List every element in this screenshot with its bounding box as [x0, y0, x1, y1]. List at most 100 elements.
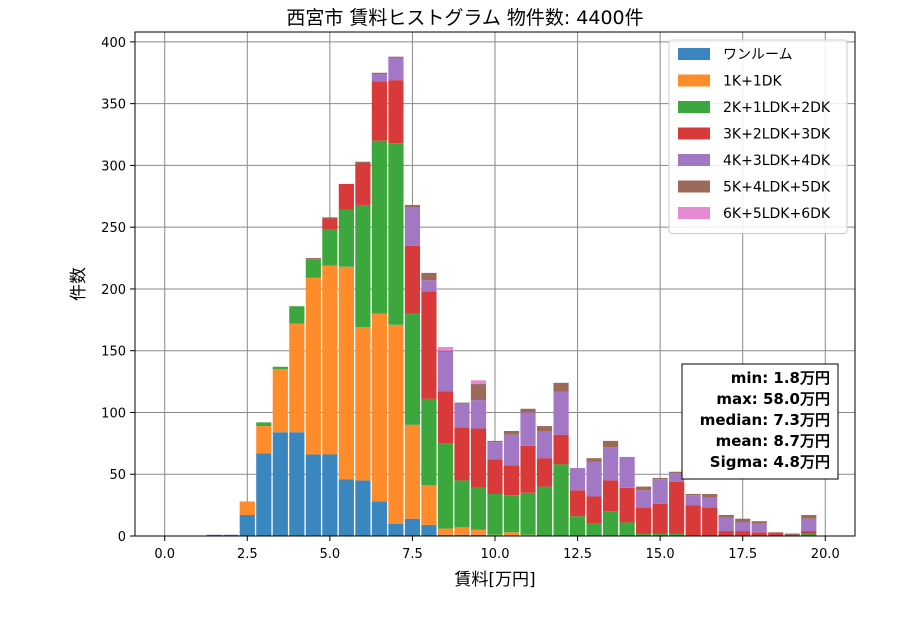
bar-segment — [305, 258, 321, 260]
bar-segment — [553, 391, 569, 435]
bar-segment — [520, 408, 536, 413]
bar-segment — [421, 291, 437, 399]
bar-segment — [322, 229, 338, 266]
bar-segment — [487, 534, 503, 536]
bar-segment — [388, 324, 404, 524]
legend-label: 2K+1LDK+2DK — [723, 100, 831, 116]
bar-segment — [536, 426, 553, 431]
x-tick-label: 17.5 — [728, 547, 757, 562]
bar-segment — [371, 501, 387, 536]
bar-segment — [454, 480, 470, 528]
y-tick-label: 250 — [101, 221, 126, 236]
bar-segment — [454, 534, 470, 536]
bar-segment — [371, 74, 387, 82]
bar-segment — [669, 473, 685, 482]
bar-segment — [669, 533, 685, 536]
bar-segment — [272, 366, 288, 370]
bar-segment — [569, 490, 586, 517]
bar-segment — [256, 453, 272, 536]
bar-segment — [520, 492, 536, 535]
bar-segment — [322, 265, 338, 455]
bar-segment — [652, 479, 668, 504]
bar-segment — [603, 511, 619, 536]
bar-segment — [322, 218, 338, 230]
bar-segment — [636, 486, 652, 491]
bar-segment — [586, 496, 602, 524]
bar-segment — [272, 432, 288, 536]
bar-segment — [586, 458, 602, 462]
bar-segment — [388, 56, 404, 58]
bar-segment — [256, 422, 272, 427]
bar-segment — [685, 494, 701, 496]
bar-segment — [289, 306, 305, 324]
bar-segment — [305, 259, 321, 278]
y-tick-label: 350 — [101, 98, 126, 113]
bar-segment — [338, 479, 354, 536]
bar-segment — [702, 494, 718, 498]
bar-segment — [206, 534, 222, 536]
bar-segment — [437, 534, 454, 536]
legend-swatch — [678, 127, 710, 140]
x-tick-label: 7.5 — [402, 547, 423, 562]
bar-segment — [371, 72, 387, 74]
bar-segment — [801, 533, 817, 536]
legend-swatch — [678, 101, 710, 113]
bar-segment — [751, 523, 767, 533]
x-tick-label: 20.0 — [811, 547, 840, 562]
bar-segment — [569, 468, 586, 491]
bar-segment — [503, 532, 520, 536]
bar-segment — [421, 398, 437, 486]
stats-line: mean: 8.7万円 — [716, 432, 830, 450]
bar-segment — [421, 485, 437, 525]
bar-segment — [487, 442, 503, 460]
bar-segment — [487, 459, 503, 494]
legend-swatch — [678, 180, 710, 193]
grid-lines — [135, 32, 855, 537]
bar-segment — [636, 490, 652, 508]
bar-segment — [603, 447, 619, 481]
bar-segment — [404, 207, 421, 246]
bar-segment — [520, 445, 536, 493]
bar-segment — [388, 523, 404, 536]
chart-title: 西宮市 賃料ヒストグラム 物件数: 4400件 — [286, 7, 643, 29]
x-tick-label: 10.0 — [481, 547, 510, 562]
legend-swatch — [678, 207, 710, 219]
bar-segment — [437, 443, 454, 529]
stats-line: median: 7.3万円 — [700, 411, 830, 429]
bar-segment — [355, 161, 371, 163]
bar-segment — [619, 456, 635, 488]
bar-segment — [569, 516, 586, 536]
bar-segment — [454, 402, 470, 404]
bar-segment — [636, 533, 652, 536]
bar-segment — [553, 434, 569, 465]
stats-frame — [681, 363, 839, 480]
bar-segment — [768, 533, 784, 536]
bar-segment — [586, 523, 602, 536]
bar-segment — [454, 527, 470, 535]
bar-segment — [355, 162, 371, 205]
bar-segment — [388, 57, 404, 81]
bar-segment — [338, 209, 354, 267]
bar-segment — [503, 495, 520, 533]
x-tick-label: 0.0 — [154, 547, 175, 562]
bar-segment — [718, 515, 734, 518]
bar-segment — [421, 272, 437, 281]
y-axis-ticks: 0 50 100 150 200 250 300 350 400 — [101, 36, 135, 545]
bar-segment — [404, 518, 421, 536]
bar-segment — [536, 458, 553, 487]
bar-segment — [470, 400, 487, 429]
bar-segment — [536, 486, 553, 536]
legend-frame — [668, 39, 848, 234]
bar-segment — [619, 487, 635, 523]
bar-segment — [553, 382, 569, 392]
bar-segment — [603, 440, 619, 448]
bar-segment — [421, 524, 437, 536]
bar-segment — [322, 454, 338, 536]
bar-segment — [784, 533, 800, 536]
bar-segment — [586, 461, 602, 497]
bar-segment — [355, 480, 371, 536]
legend-label: 3K+2LDK+3DK — [723, 127, 831, 143]
bar-segment — [652, 503, 668, 534]
bar-segment — [470, 487, 487, 530]
bar-segment — [404, 313, 421, 425]
